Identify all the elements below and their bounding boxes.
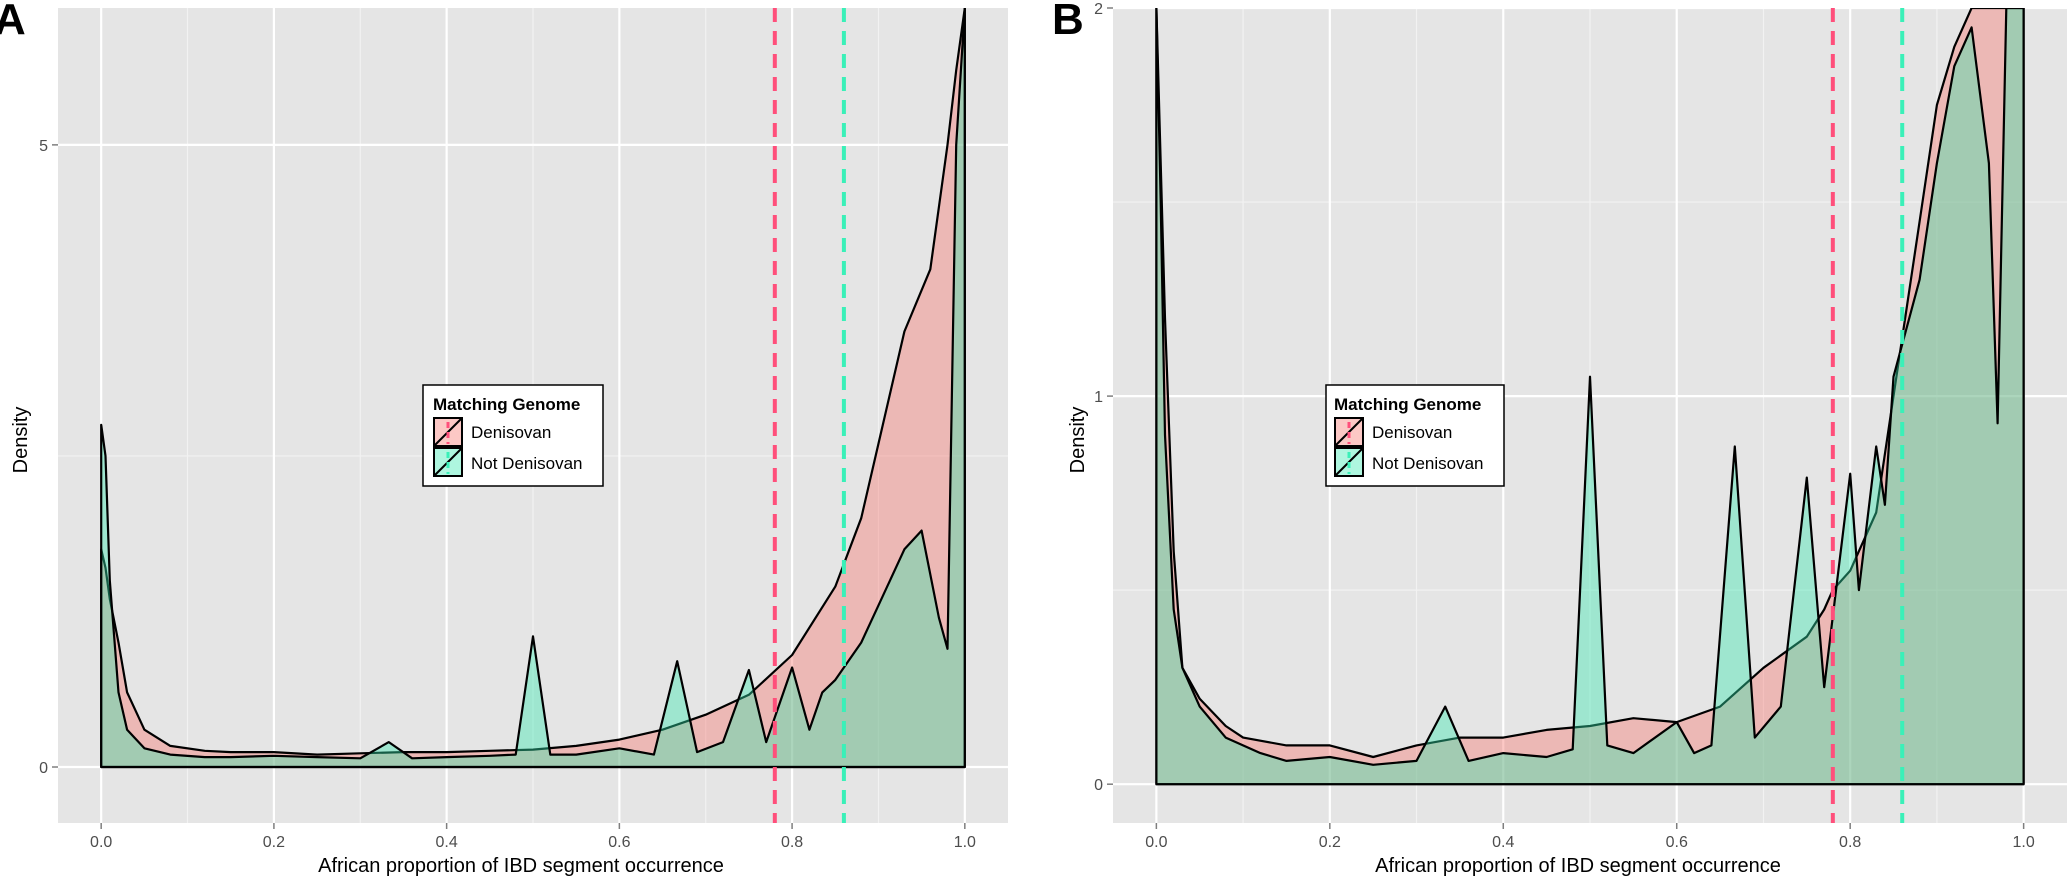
legend-key-not-denisovan — [1334, 447, 1364, 477]
y-axis-ticks: 0 1 2 — [1094, 1, 1113, 794]
y-axis-ticks: 05 — [39, 138, 58, 777]
x-tick-label: 0.8 — [781, 834, 803, 851]
legend-key-denisovan — [433, 417, 463, 447]
legend-key-denisovan — [1334, 417, 1364, 447]
y-tick-label: 2 — [1094, 1, 1103, 18]
legend: Matching Genome Denisovan Not Denisovan — [422, 384, 604, 487]
threshold-lines — [1830, 8, 1905, 823]
panel-b: 0.0 0.2 0.4 0.6 0.8 1.0 0 1 2 African proportio… — [1052, 0, 2067, 877]
x-tick-label: 0.6 — [1666, 834, 1688, 851]
x-tick-label: 0.2 — [1319, 834, 1341, 851]
y-tick-label: 0 — [39, 760, 48, 777]
legend-key-not-denisovan — [433, 447, 463, 477]
y-axis-label: Density — [10, 407, 32, 474]
x-axis-label: African proportion of IBD segment occurr… — [318, 855, 724, 877]
legend-title: Matching Genome — [433, 395, 580, 414]
y-tick-label: 1 — [1094, 389, 1103, 406]
density-areas — [100, 8, 966, 769]
x-tick-label: 1.0 — [2013, 834, 2035, 851]
legend-title: Matching Genome — [1334, 395, 1481, 414]
x-axis-label: African proportion of IBD segment occurr… — [1375, 855, 1781, 877]
x-axis-ticks: 0.0 0.2 0.4 0.6 0.8 1.0 — [1145, 823, 2035, 851]
density-areas — [1155, 8, 2025, 786]
threshold-lines — [772, 8, 846, 823]
x-tick-label: 0.4 — [436, 834, 458, 851]
panel-label-a: A — [0, 0, 26, 44]
x-tick-label: 0.0 — [90, 834, 112, 851]
x-tick-label: 0.4 — [1492, 834, 1514, 851]
x-tick-label: 0.8 — [1839, 834, 1861, 851]
y-tick-label: 5 — [39, 138, 48, 155]
legend: Matching Genome Denisovan Not Denisovan — [1325, 384, 1505, 487]
panel-a: 0.0 0.2 0.4 0.6 0.8 1.0 05 African proportion… — [0, 0, 1008, 877]
panel-label-b: B — [1052, 0, 1084, 44]
not-denisovan-density-area — [100, 8, 966, 769]
denisovan-density-area — [1155, 8, 2025, 786]
not-denisovan-density-area — [1155, 8, 2025, 786]
x-tick-label: 0.2 — [263, 834, 285, 851]
denisovan-density-area — [100, 8, 966, 769]
legend-label-not-denisovan: Not Denisovan — [1372, 454, 1484, 473]
minor-grid — [1113, 8, 2067, 823]
x-tick-label: 0.6 — [608, 834, 630, 851]
legend-label-denisovan: Denisovan — [471, 423, 551, 442]
y-tick-label: 0 — [1094, 777, 1103, 794]
legend-label-denisovan: Denisovan — [1372, 423, 1452, 442]
x-tick-label: 1.0 — [954, 834, 976, 851]
x-tick-label: 0.0 — [1145, 834, 1167, 851]
x-axis-ticks: 0.0 0.2 0.4 0.6 0.8 1.0 — [90, 823, 976, 851]
legend-label-not-denisovan: Not Denisovan — [471, 454, 583, 473]
y-axis-label: Density — [1067, 407, 1089, 474]
